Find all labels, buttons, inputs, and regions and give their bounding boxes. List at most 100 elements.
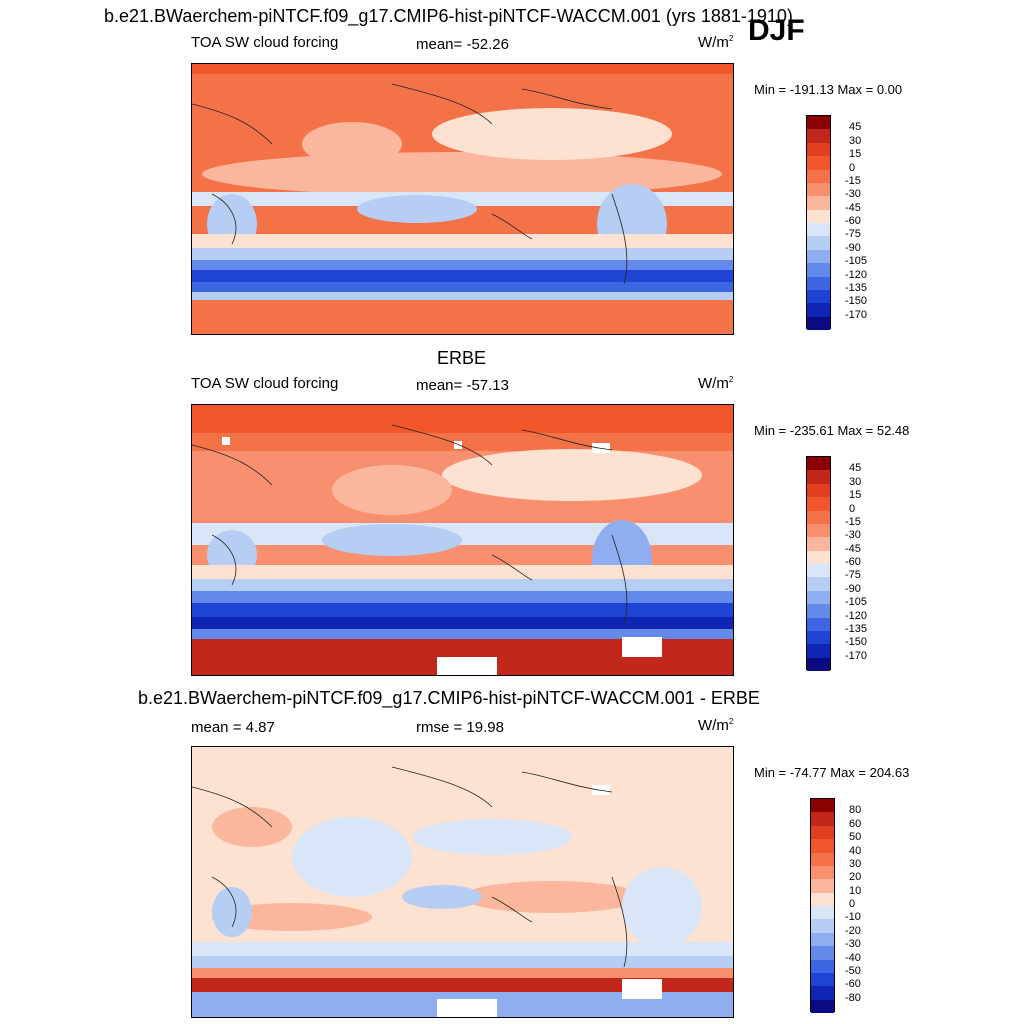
colorbar-tick-label: -60: [845, 556, 861, 568]
colorbar-swatch: [807, 142, 830, 157]
colorbar-swatch: [807, 510, 830, 524]
colorbar-swatch: [807, 564, 830, 578]
colorbar-tick-label: -170: [845, 649, 868, 662]
colorbar-tick-label: -30: [845, 188, 861, 201]
colorbar-tick-label: -75: [845, 228, 861, 241]
colorbar-tick-label: -75: [845, 569, 861, 582]
colorbar-swatch: [807, 263, 830, 277]
panel-model-colorbar: [806, 115, 831, 330]
colorbar-swatch: [811, 892, 834, 906]
panel-obs-mean: mean= -57.13: [416, 377, 509, 394]
panel-diff-colorbar-labels: 80 60 50 40 30 20 10 0 -10 -20 -30 -40 -50 -60 -80: [845, 798, 905, 1012]
colorbar-swatch: [807, 537, 830, 551]
colorbar-tick-label: -45: [845, 201, 861, 214]
colorbar-swatch: [807, 604, 830, 618]
colorbar-swatch: [811, 825, 834, 840]
panel-obs-title: ERBE: [437, 348, 487, 368]
colorbar-swatch: [811, 906, 834, 920]
colorbar-swatch: [811, 932, 834, 947]
panel-obs-units: W/m2: [698, 375, 734, 392]
colorbar-tick-label: -105: [845, 596, 868, 609]
colorbar-swatch: [807, 497, 830, 511]
colorbar-tick-label: 15: [849, 489, 862, 502]
colorbar-swatch: [807, 550, 830, 564]
panel-obs-field: [192, 405, 733, 675]
panel-model-left-label: TOA SW cloud forcing: [191, 34, 339, 51]
colorbar-tick-label: 0: [849, 161, 856, 174]
panel-model-mean: mean= -52.26: [416, 36, 509, 53]
colorbar-tick-label: 30: [849, 475, 862, 488]
colorbar-swatch: [807, 223, 830, 237]
colorbar-swatch: [807, 276, 830, 290]
panel-obs-colorbar: [806, 456, 831, 671]
colorbar-swatch: [807, 129, 830, 143]
colorbar-swatch: [807, 249, 830, 264]
colorbar-swatch: [811, 812, 834, 826]
colorbar-swatch: [807, 156, 830, 170]
colorbar-tick-label: 30: [849, 134, 862, 147]
panel-model-field: [192, 64, 733, 334]
colorbar-swatch: [811, 799, 834, 813]
colorbar-swatch: [811, 972, 834, 987]
colorbar-swatch: [807, 657, 830, 671]
colorbar-swatch: [807, 182, 830, 197]
colorbar-tick-label: -90: [845, 582, 861, 595]
colorbar-swatch: [807, 169, 830, 183]
colorbar-swatch: [807, 523, 830, 538]
colorbar-swatch: [811, 946, 834, 960]
panel-diff-colorbar: [810, 798, 835, 1013]
panel-obs-left-label: TOA SW cloud forcing: [191, 375, 339, 392]
panel-diff-title: b.e21.BWaerchem-piNTCF.f09_g17.CMIP6-his…: [138, 688, 760, 708]
panel-diff-minmax: Min = -74.77 Max = 204.63: [754, 765, 910, 780]
colorbar-tick-label: -120: [845, 609, 868, 622]
colorbar-swatch: [807, 457, 830, 471]
colorbar-swatch: [811, 999, 834, 1013]
colorbar-swatch: [807, 577, 830, 591]
colorbar-tick-label: 60: [849, 817, 862, 830]
colorbar-swatch: [807, 470, 830, 484]
colorbar-tick-label: -60: [845, 978, 861, 991]
colorbar-swatch: [807, 116, 830, 130]
panel-obs-map: [191, 404, 734, 676]
colorbar-tick-label: -20: [845, 924, 861, 937]
colorbar-tick-label: -105: [845, 255, 868, 268]
colorbar-tick-label: 45: [849, 121, 862, 134]
figure-title: b.e21.BWaerchem-piNTCF.f09_g17.CMIP6-his…: [104, 6, 793, 26]
colorbar-swatch: [807, 644, 830, 658]
panel-diff-mean: mean = 4.87: [191, 719, 275, 736]
colorbar-tick-label: -10: [845, 911, 861, 924]
colorbar-tick-label: -15: [845, 515, 861, 528]
colorbar-tick-label: 20: [849, 871, 862, 884]
colorbar-swatch: [807, 209, 830, 223]
colorbar-tick-label: -30: [845, 938, 861, 951]
colorbar-tick-label: -50: [845, 964, 861, 977]
colorbar-tick-label: 50: [849, 831, 862, 844]
panel-diff-rmse: rmse = 19.98: [416, 719, 504, 736]
colorbar-tick-label: 45: [849, 462, 862, 475]
colorbar-tick-label: -170: [845, 308, 868, 321]
colorbar-tick-label: -135: [845, 622, 868, 635]
panel-model-units: W/m2: [698, 34, 734, 51]
panel-diff-units: W/m2: [698, 717, 734, 734]
colorbar-tick-label: -120: [845, 268, 868, 281]
colorbar-tick-label: -80: [845, 991, 861, 1004]
season-label: DJF: [748, 14, 805, 47]
colorbar-swatch: [807, 590, 830, 605]
colorbar-tick-label: -15: [845, 174, 861, 187]
colorbar-tick-label: -60: [845, 215, 861, 227]
colorbar-swatch: [811, 879, 834, 893]
colorbar-tick-label: 0: [849, 502, 856, 515]
colorbar-tick-label: -135: [845, 281, 868, 294]
panel-model-minmax: Min = -191.13 Max = 0.00: [754, 82, 903, 97]
colorbar-tick-label: 0: [849, 898, 856, 910]
colorbar-swatch: [807, 196, 830, 210]
colorbar-tick-label: -90: [845, 241, 861, 254]
colorbar-tick-label: 80: [849, 804, 862, 817]
colorbar-tick-label: 40: [849, 844, 862, 857]
colorbar-swatch: [811, 839, 834, 853]
panel-obs-colorbar-labels: 45 30 15 0 -15 -30 -45 -60 -75 -90 -105 -120 -135 -15…: [845, 456, 905, 670]
colorbar-tick-label: -40: [845, 951, 861, 964]
colorbar-swatch: [811, 865, 834, 880]
panel-model-colorbar-labels: 45 30 15 0 -15 -30 -45 -60 -75 -90 -105 -120 -135 -15…: [845, 115, 905, 329]
colorbar-swatch: [807, 303, 830, 317]
